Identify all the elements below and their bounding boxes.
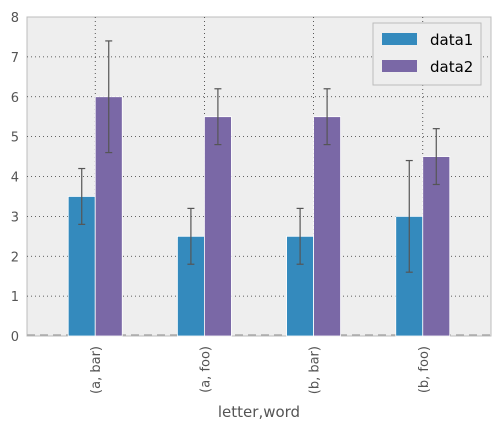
legend-label-data2: data2 (430, 58, 473, 76)
x-tick-label: (a, foo) (198, 346, 213, 393)
x-tick-label: (a, bar) (89, 346, 104, 394)
grid-lines (27, 17, 491, 336)
y-tick-label: 3 (11, 210, 19, 225)
legend-label-data1: data1 (430, 31, 473, 49)
x-tick-label: (b, foo) (417, 346, 432, 393)
y-tick-labels: 0 1 2 3 4 5 6 7 8 (11, 11, 19, 345)
y-tick-label: 5 (11, 131, 19, 146)
legend: data1 data2 (372, 22, 482, 86)
y-tick-label: 8 (11, 11, 19, 26)
y-tick-label: 4 (11, 171, 19, 186)
bars (67, 96, 451, 337)
error-bars (78, 40, 440, 273)
y-tick-label: 6 (11, 91, 19, 106)
y-tick-label: 0 (11, 330, 19, 345)
bar-data2 (204, 116, 232, 337)
x-tick-label: (b, bar) (308, 346, 323, 394)
legend-swatch-data2 (382, 60, 417, 72)
x-tick-labels: (a, bar) (a, foo) (b, bar) (b, foo) (89, 346, 432, 394)
y-tick-label: 1 (11, 290, 19, 305)
x-axis-title: letter,word (218, 403, 300, 421)
y-tick-label: 7 (11, 51, 19, 66)
bar-data2 (313, 116, 341, 337)
legend-swatch-data1 (382, 33, 417, 45)
y-tick-label: 2 (11, 250, 19, 265)
